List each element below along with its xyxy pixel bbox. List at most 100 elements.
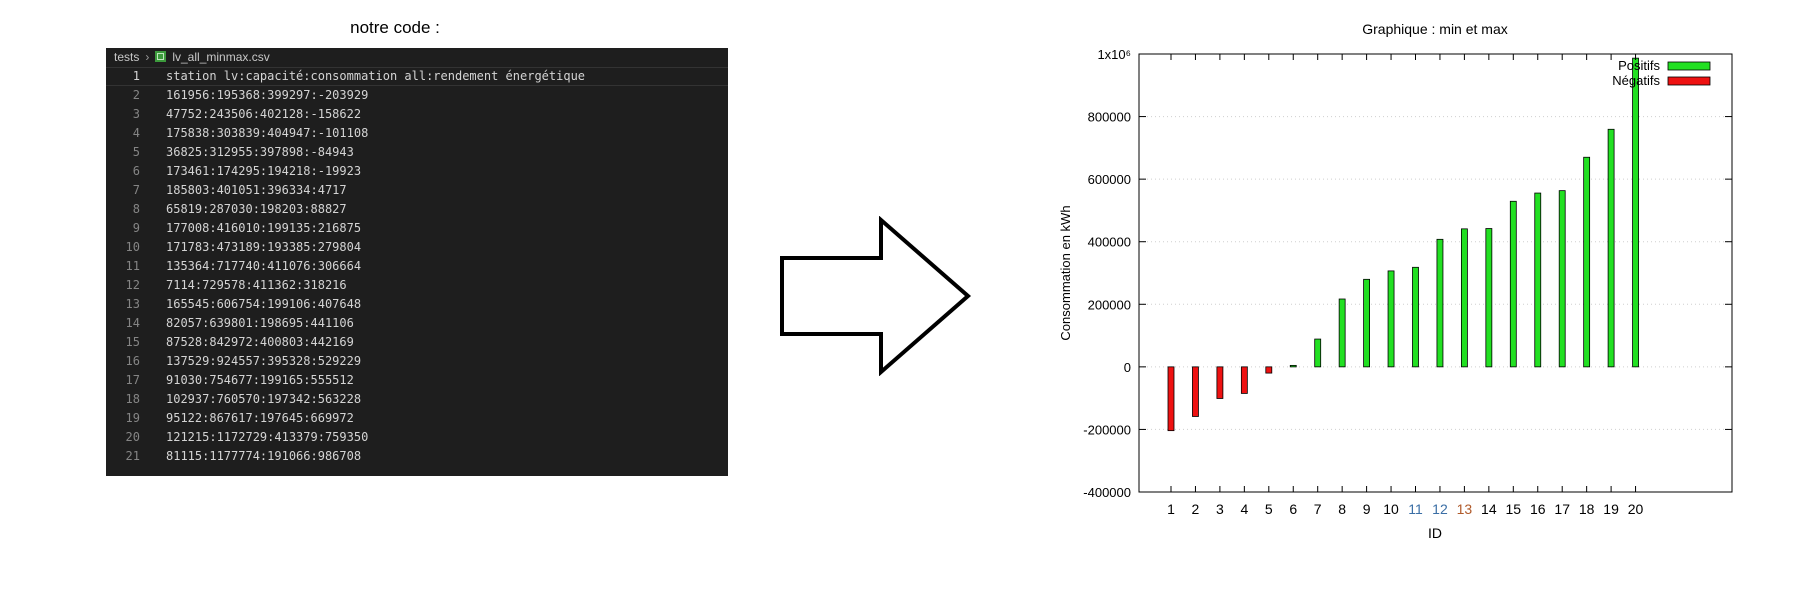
code-line[interactable]: 21 81115:1177774:191066:986708 (106, 447, 728, 466)
code-line[interactable]: 4 175838:303839:404947:-101108 (106, 124, 728, 143)
bars (1167, 57, 1639, 432)
x-tick-label: 13 (1457, 501, 1473, 517)
x-tick-label: 16 (1530, 501, 1546, 517)
y-tick-label: 200000 (1088, 297, 1131, 312)
line-number: 6 (132, 164, 140, 178)
line-number: 15 (125, 335, 140, 349)
csv-file-icon (155, 51, 167, 62)
legend-label: Négatifs (1612, 73, 1660, 88)
line-number: 13 (125, 297, 140, 311)
y-tick-label: 1x10⁶ (1097, 47, 1131, 62)
x-tick-label: 17 (1554, 501, 1570, 517)
line-number: 3 (132, 107, 140, 121)
y-tick-label: 600000 (1088, 172, 1131, 187)
code-line[interactable]: 12 7114:729578:411362:318216 (106, 276, 728, 295)
y-tick-label: 800000 (1088, 110, 1131, 125)
code-line[interactable]: 11 135364:717740:411076:306664 (106, 257, 728, 276)
code-line[interactable]: 17 91030:754677:199165:555512 (106, 371, 728, 390)
code-line[interactable]: 7 185803:401051:396334:4717 (106, 181, 728, 200)
x-tick-label: 18 (1579, 501, 1595, 517)
breadcrumb-folder[interactable]: tests (114, 49, 140, 64)
y-tick-label: 0 (1124, 360, 1131, 375)
code-line[interactable]: 19 95122:867617:197645:669972 (106, 409, 728, 428)
code-line[interactable]: 6 173461:174295:194218:-19923 (106, 162, 728, 181)
code-line[interactable]: 20 121215:1172729:413379:759350 (106, 428, 728, 447)
line-text: station lv:capacité:consommation all:ren… (166, 69, 586, 83)
bar-18 (1583, 156, 1591, 368)
editor-lines[interactable]: 1 station lv:capacité:consommation all:re… (106, 67, 728, 466)
x-tick-label: 12 (1432, 501, 1448, 517)
x-tick-label: 4 (1240, 501, 1248, 517)
code-line[interactable]: 14 82057:639801:198695:441106 (106, 314, 728, 333)
y-tick-label: 400000 (1088, 235, 1131, 250)
bar-12 (1436, 238, 1444, 368)
bar-6 (1289, 364, 1297, 368)
bar-11 (1412, 266, 1419, 368)
code-line[interactable]: 2 161956:195368:399297:-203929 (106, 86, 728, 105)
line-number: 7 (132, 183, 140, 197)
line-number: 21 (125, 449, 140, 463)
legend-swatch (1667, 61, 1711, 71)
code-line[interactable]: 1 station lv:capacité:consommation all:re… (106, 67, 728, 86)
line-text: 95122:867617:197645:669972 (166, 411, 354, 425)
code-line[interactable]: 18 102937:760570:197342:563228 (106, 390, 728, 409)
y-axis-label: Consommation en kWh (1058, 205, 1073, 340)
code-line[interactable]: 16 137529:924557:395328:529229 (106, 352, 728, 371)
bar-10 (1387, 270, 1395, 368)
line-number: 4 (132, 126, 140, 140)
code-line[interactable]: 10 171783:473189:193385:279804 (106, 238, 728, 257)
bar-16 (1534, 192, 1542, 368)
x-tick-label: 7 (1314, 501, 1322, 517)
x-tick-label: 6 (1289, 501, 1297, 517)
bar-5 (1265, 366, 1273, 374)
line-text: 36825:312955:397898:-84943 (166, 145, 354, 159)
line-number: 10 (125, 240, 140, 254)
line-number: 17 (125, 373, 140, 387)
grid-lines (1139, 116, 1732, 430)
bar-1 (1167, 366, 1175, 432)
x-tick-label: 19 (1603, 501, 1619, 517)
x-axis-ticks: 1 2 3 4 5 6 7 8 9 10 11 12 13 14 15 16 17 18 19 20 (1167, 54, 1644, 517)
line-text: 161956:195368:399297:-203929 (166, 88, 369, 102)
bar-19 (1607, 128, 1615, 368)
x-tick-label: 2 (1192, 501, 1200, 517)
line-text: 65819:287030:198203:88827 (166, 202, 347, 216)
chevron-right-icon: › (145, 49, 150, 64)
line-text: 87528:842972:400803:442169 (166, 335, 354, 349)
line-text: 165545:606754:199106:407648 (166, 297, 362, 311)
code-line[interactable]: 3 47752:243506:402128:-158622 (106, 105, 728, 124)
code-line[interactable]: 13 165545:606754:199106:407648 (106, 295, 728, 314)
line-text: 82057:639801:198695:441106 (166, 316, 354, 330)
x-tick-label: 11 (1408, 501, 1423, 517)
x-tick-label: 5 (1265, 501, 1273, 517)
breadcrumb-file[interactable]: lv_all_minmax.csv (172, 49, 270, 64)
code-line[interactable]: 5 36825:312955:397898:-84943 (106, 143, 728, 162)
code-editor[interactable]: tests › lv_all_minmax.csv 1 station lv:ca… (106, 48, 728, 476)
breadcrumb: tests › lv_all_minmax.csv (106, 48, 728, 65)
line-number: 2 (132, 88, 140, 102)
bar-chart: Graphique : min et max -400000 -200000 0 20… (1058, 21, 1733, 541)
line-text: 137529:924557:395328:529229 (166, 354, 362, 368)
bar-14 (1485, 228, 1493, 368)
line-text: 173461:174295:194218:-19923 (166, 164, 362, 178)
bar-17 (1558, 190, 1566, 368)
y-tick-label: -200000 (1083, 422, 1131, 437)
code-line[interactable]: 9 177008:416010:199135:216875 (106, 219, 728, 238)
line-text: 91030:754677:199165:555512 (166, 373, 354, 387)
bar-9 (1363, 278, 1371, 368)
line-number: 1 (132, 69, 140, 83)
chart-title: Graphique : min et max (1362, 21, 1508, 37)
x-tick-label: 15 (1506, 501, 1522, 517)
line-number: 20 (125, 430, 140, 444)
line-number: 18 (125, 392, 140, 406)
x-tick-label: 3 (1216, 501, 1224, 517)
line-text: 121215:1172729:413379:759350 (166, 430, 369, 444)
legend-swatch (1667, 76, 1711, 86)
code-line[interactable]: 8 65819:287030:198203:88827 (106, 200, 728, 219)
bar-2 (1192, 366, 1199, 417)
line-number: 11 (125, 259, 140, 273)
bar-15 (1509, 200, 1517, 368)
code-line[interactable]: 15 87528:842972:400803:442169 (106, 333, 728, 352)
line-text: 47752:243506:402128:-158622 (166, 107, 362, 121)
